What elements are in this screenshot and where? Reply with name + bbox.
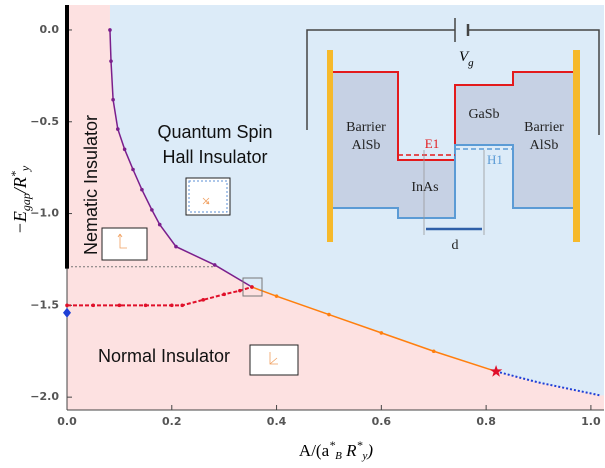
series-point [174,244,178,249]
x-label-part: R [342,441,357,460]
series-point [91,303,95,308]
icon-box [249,344,299,376]
icon-box [185,177,231,216]
barrier-label: Barrier [346,120,386,135]
icon-arrow [117,233,127,249]
series-line [67,286,253,307]
x-label-part: ) [366,441,373,460]
x-label-part: * [357,438,363,452]
vg-main: V [459,49,470,65]
point-diamond [63,307,71,318]
y-tick-label: −1.5 [30,298,59,311]
conduction-band [333,71,573,161]
wire [306,29,455,130]
wire [468,29,600,135]
inas-label: InAs [411,180,438,195]
icon-arrow [202,197,210,205]
h1-label: H1 [487,152,503,167]
vg-sub: g [468,57,474,69]
x-label-part: A/(a [299,441,330,460]
series-point [201,298,206,302]
series-point [157,222,162,227]
series-point [180,303,185,308]
vg-label: Vg [459,49,474,68]
barrier-label: AlSb [352,138,381,153]
contact [327,50,333,242]
x-tick-label: 0.6 [372,415,392,428]
zoom-box [242,277,263,297]
series-point [108,28,112,32]
series-point [169,303,174,308]
e1-label: E1 [425,136,439,151]
y-label-part: −E [10,211,30,234]
series-point [109,59,113,63]
region-label: Hall Insulator [162,147,267,167]
icon-arrow [269,352,278,365]
x-tick-label: 0.4 [267,415,287,428]
series-point [140,187,144,192]
y-tick-label: −1.0 [30,207,59,220]
y-tick-label: 0.0 [40,23,60,36]
x-tick-label: 0.2 [162,415,182,428]
series-point [274,294,279,298]
series-line [495,370,601,397]
y-label-part: /R [10,177,30,194]
y-tick-label: −0.5 [30,115,59,128]
x-tick-label: 1.0 [581,415,601,428]
series-point [250,285,254,289]
region-label: Quantum Spin [157,122,272,142]
y-tick-label: −2.0 [30,390,59,403]
series-point [327,312,331,317]
y-label-part: gap [19,193,33,211]
series-point [116,127,120,131]
x-label-part: B [335,450,342,462]
series-point [65,303,69,308]
series-point [212,263,217,267]
plot: 0.0 −0.5 −1.0 −1.5 −2.0 0.0 0.2 0.4 0.6 0.8 1.0 A/(… [8,5,604,462]
point-star [489,364,503,377]
band-diagram-inset: Vg Barrier AlSb Barrier AlSb GaSb InAs E… [306,18,600,253]
series-line [251,286,497,373]
x-label-part: * [329,438,335,452]
y-axis-label: −Egap/R*y [8,165,33,234]
x-axis-label: A/(a*B R*y) [299,438,373,462]
x-label-part: y [362,450,368,462]
x-tick-label: 0.0 [57,415,77,428]
contact [573,50,580,242]
x-tick-label: 0.8 [476,415,496,428]
icon-box [101,227,148,261]
icons [101,177,299,376]
d-label: d [452,238,459,253]
icon-edge [188,180,228,213]
barrier-label: AlSb [530,138,559,153]
series-line [109,29,253,288]
series-point [117,303,122,308]
region-label: Nematic Insulator [81,115,101,255]
series-point [238,288,242,293]
barrier-label: Barrier [524,120,564,135]
series-point [379,331,384,335]
valence-band [333,144,573,219]
series-point [431,349,436,354]
series-point [131,167,135,172]
y-label-part: * [8,171,22,177]
series-point [111,97,115,102]
series-point [150,208,154,212]
y-label-part: y [18,165,32,172]
series-point [222,292,226,297]
series-point [143,303,148,308]
gasb-label: GaSb [468,107,499,122]
series-point [122,147,127,152]
region-label: Normal Insulator [98,346,230,366]
